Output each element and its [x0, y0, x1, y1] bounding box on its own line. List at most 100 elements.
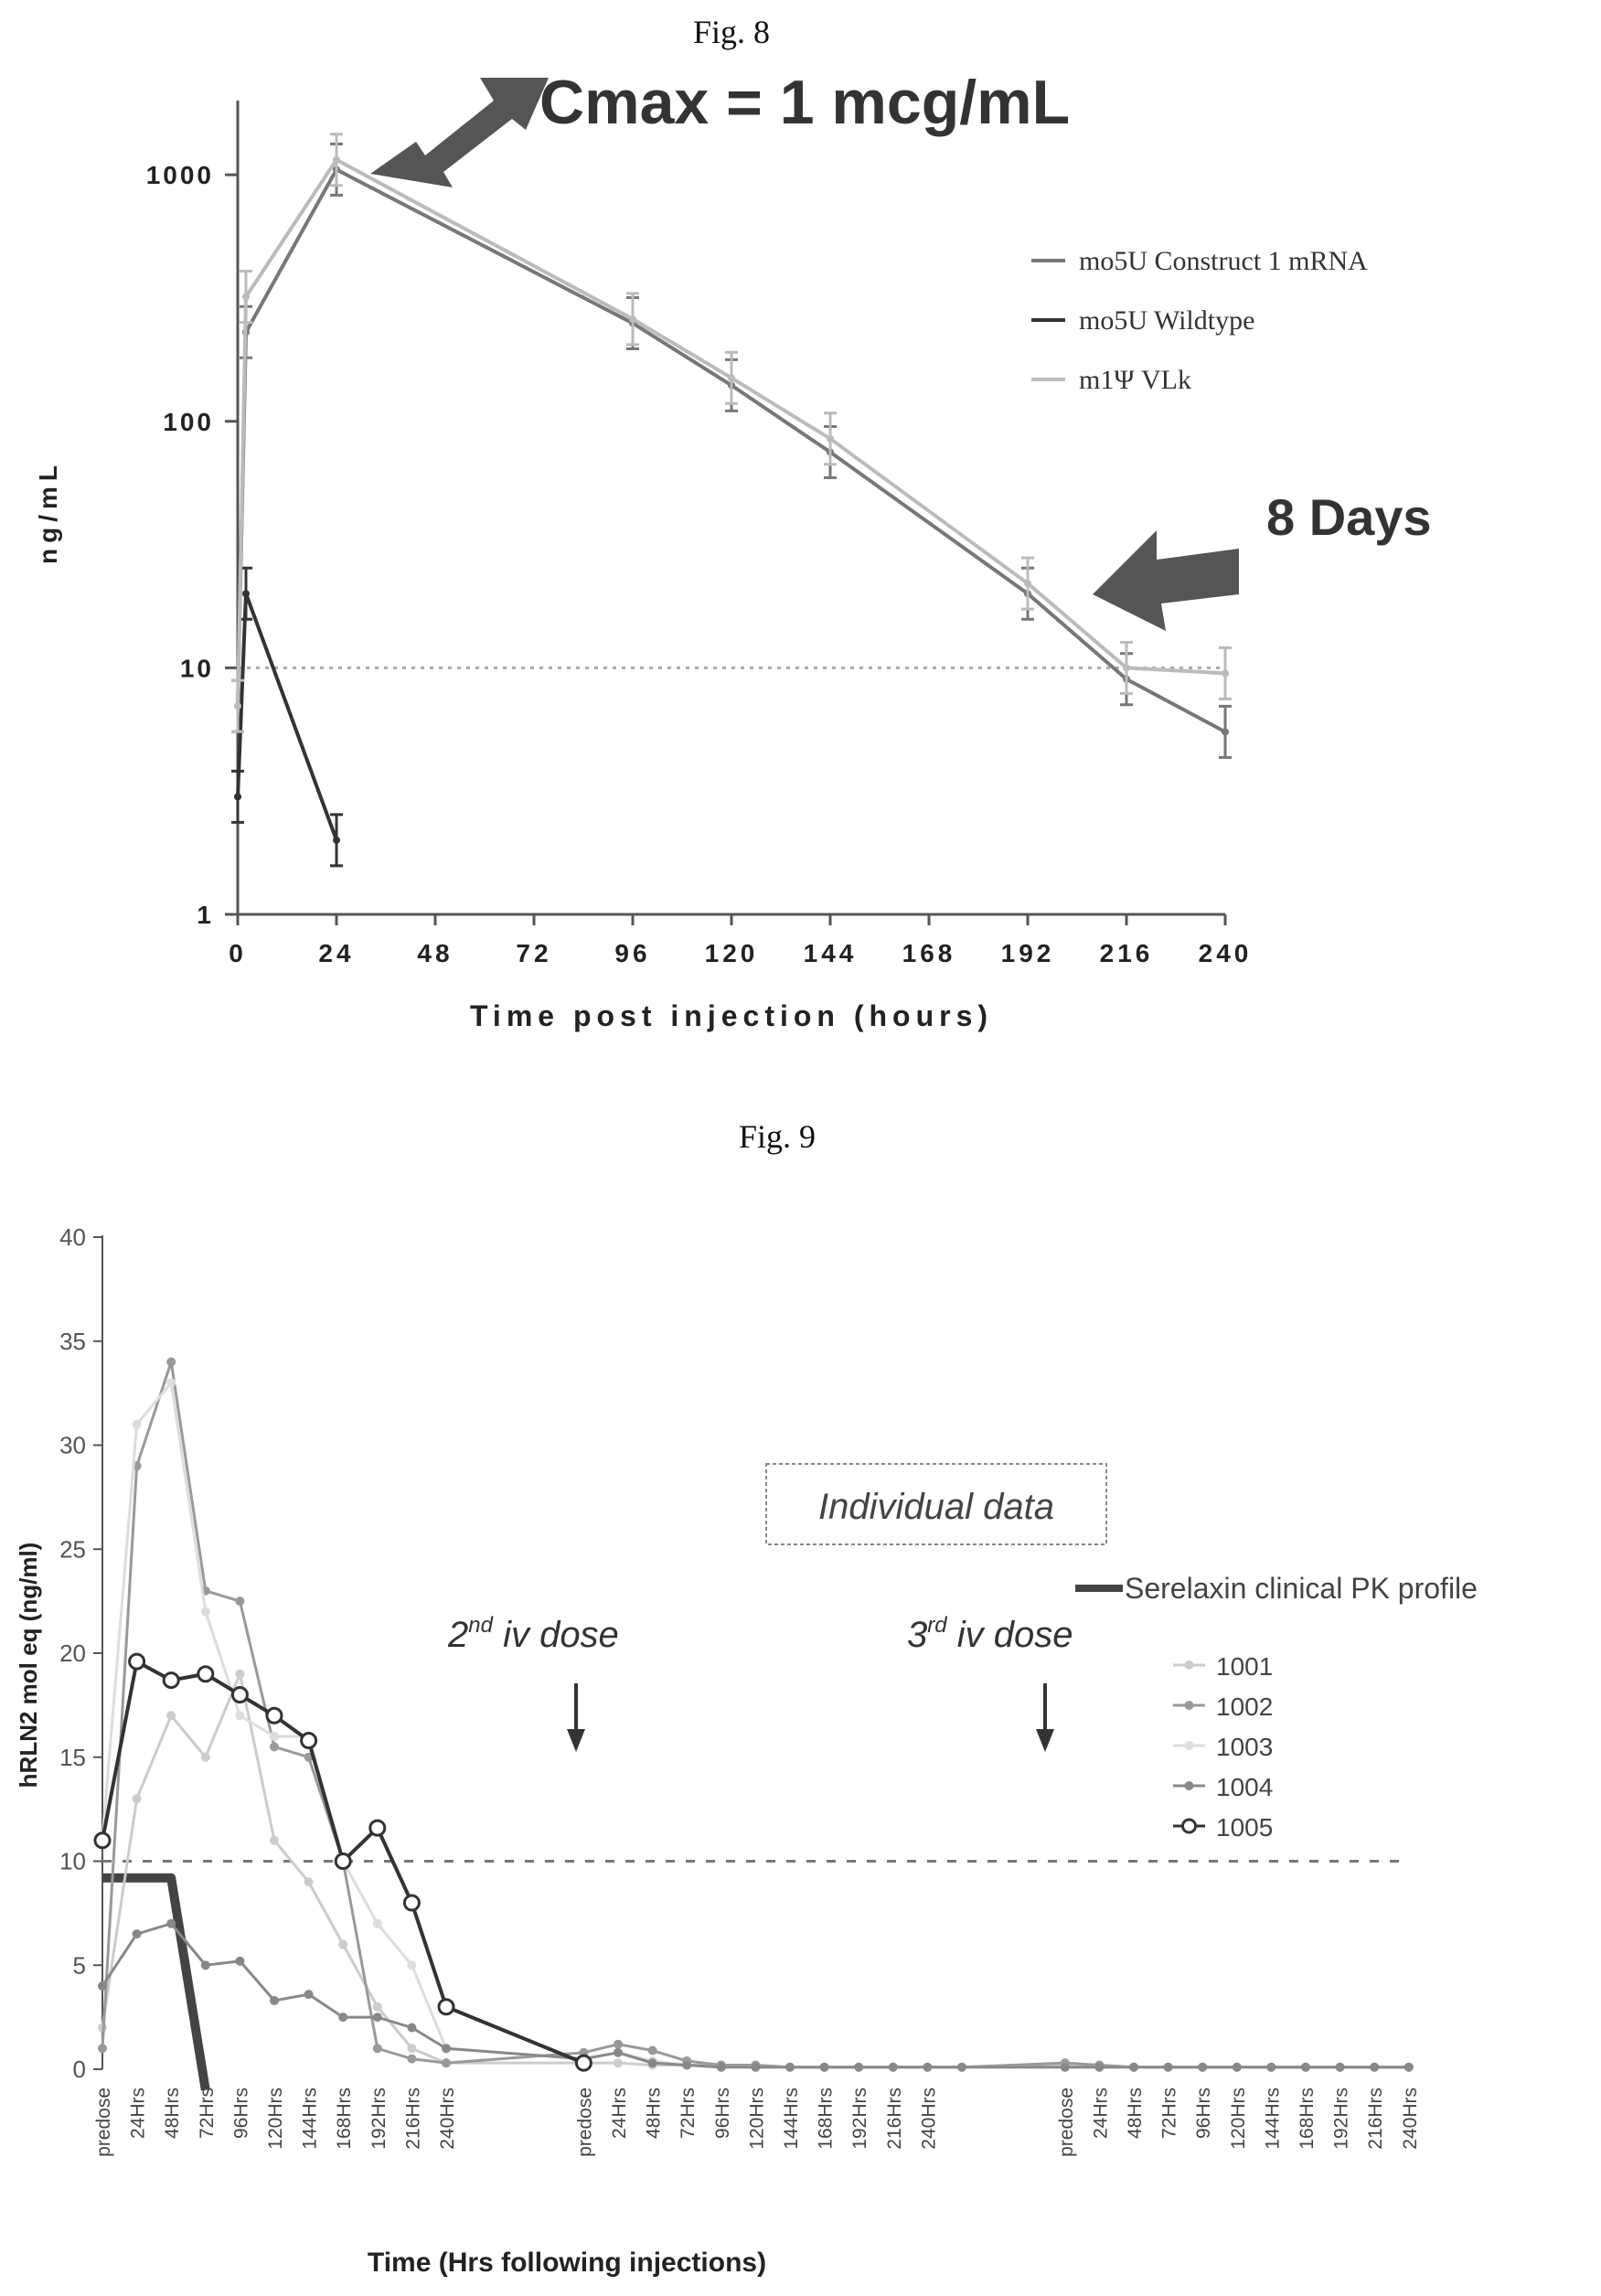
fig9-data-point: [407, 2044, 417, 2054]
fig9-series-line: [101, 1922, 1409, 2069]
fig9-x-tick-label: 240Hrs: [437, 2088, 458, 2150]
fig9-y-axis-label: hRLN2 mol eq (ng/ml): [15, 1543, 42, 1789]
fig9-data-point: [819, 2062, 829, 2072]
fig9-data-point: [1335, 2062, 1345, 2072]
fig9-legend-label: 1002: [1216, 1693, 1273, 1721]
fig9-data-point: [442, 2044, 451, 2054]
fig9-data-point: [200, 1607, 210, 1617]
fig9-data-point: [338, 2013, 348, 2023]
fig8-data-point: [1123, 664, 1130, 672]
fig9-x-tick-label: 216Hrs: [1365, 2088, 1386, 2150]
fig9-data-point: [132, 1794, 142, 1804]
fig8-x-tick-label: 144: [804, 939, 858, 967]
fig9-x-tick-label: 96Hrs: [230, 2088, 251, 2139]
fig8-cmax-arrow: [370, 78, 549, 187]
fig9-data-point: [200, 1960, 210, 1970]
fig8-data-point: [234, 702, 241, 710]
fig9-data-point: [372, 2013, 382, 2023]
fig9-x-axis-label: Time (Hrs following injections): [368, 2248, 766, 2278]
fig9-x-tick-label: 72Hrs: [1159, 2088, 1180, 2139]
fig9-x-tick-label: 72Hrs: [678, 2088, 699, 2139]
fig9-y-tick-label: 20: [59, 1639, 86, 1667]
fig9-data-point: [98, 2044, 107, 2054]
fig9-data-point: [270, 1732, 279, 1741]
fig9-data-point: [304, 1877, 314, 1887]
fig9-data-point: [1094, 2062, 1105, 2072]
fig8-x-tick-label: 48: [417, 939, 453, 967]
fig8-y-tick-label: 100: [163, 408, 214, 436]
fig9-y-tick-label: 15: [59, 1744, 86, 1771]
fig8-x-tick-label: 0: [229, 939, 247, 967]
fig9-data-point: [230, 1686, 249, 1703]
fig9-x-tick-label: 240Hrs: [1400, 2088, 1421, 2150]
fig9-data-point: [574, 2054, 592, 2072]
fig9-data-point: [235, 1597, 245, 1607]
fig9-data-point: [1163, 2062, 1173, 2072]
fig9-series-line: [102, 1873, 210, 2091]
fig9-x-tick-label: 24Hrs: [1090, 2088, 1111, 2139]
fig9-x-tick-label: 120Hrs: [746, 2088, 767, 2150]
fig8-y-axis-label: ng/mL: [34, 460, 62, 564]
fig8-legend-label: m1Ψ VLk: [1079, 365, 1191, 395]
fig8-data-point: [333, 836, 340, 844]
fig9-data-point: [200, 1752, 210, 1762]
fig9-data-point: [166, 1357, 176, 1367]
fig9-data-point: [716, 2062, 726, 2072]
fig9-legend-marker: [1184, 1661, 1194, 1670]
fig9-x-tick-label: 48Hrs: [162, 2088, 183, 2139]
fig9-legend-marker: [1184, 1741, 1194, 1750]
fig8-x-tick-label: 24: [318, 939, 354, 967]
fig9-x-tick-label: 168Hrs: [334, 2088, 355, 2150]
fig9-data-point: [162, 1671, 180, 1690]
fig8-x-tick-label: 120: [705, 939, 759, 967]
fig9-x-tick-label: 192Hrs: [1331, 2088, 1352, 2150]
fig9-data-point: [888, 2062, 898, 2072]
fig9-x-tick-label: 24Hrs: [609, 2088, 630, 2139]
fig9-series-line: [101, 1361, 1409, 2069]
fig9-legend-label: 1005: [1216, 1813, 1273, 1842]
fig8-data-point: [234, 793, 241, 801]
fig8-data-point: [629, 315, 636, 323]
fig8-x-tick-label: 240: [1199, 939, 1253, 967]
fig8-y-tick-label: 1000: [146, 161, 214, 189]
fig9-data-point: [270, 1835, 279, 1845]
fig9-y-tick-label: 25: [59, 1535, 86, 1563]
fig9-series-line: [101, 1381, 1409, 2069]
fig9-data-point: [923, 2062, 933, 2072]
fig9-data-point: [132, 1929, 142, 1939]
fig9-legend-marker: [1184, 1781, 1194, 1790]
fig9-data-point: [647, 2045, 657, 2056]
fig8-legend-label: mo5U Wildtype: [1079, 305, 1254, 336]
fig8-y-tick-label: 10: [180, 654, 214, 682]
fig9-data-point: [614, 2047, 623, 2057]
fig9-data-point: [1266, 2062, 1276, 2072]
fig9-data-point: [647, 2058, 657, 2068]
fig9-legend-label: Serelaxin clinical PK profile: [1125, 1572, 1478, 1605]
fig9-data-point: [372, 2002, 382, 2012]
fig9-x-tick-label: 144Hrs: [1262, 2088, 1283, 2150]
fig9-data-point: [372, 1918, 382, 1928]
fig9-x-tick-label: 24Hrs: [128, 2088, 149, 2139]
fig8-label: Fig. 8: [693, 14, 771, 50]
fig9-data-point: [785, 2062, 795, 2072]
fig8-days-arrow: [1093, 530, 1239, 631]
fig8-y-tick-label: 1: [197, 901, 214, 929]
fig9-data-point: [614, 2058, 623, 2068]
fig8-data-point: [242, 590, 250, 598]
fig9-data-point: [407, 2023, 417, 2033]
fig9-data-point: [98, 1981, 107, 1991]
fig8-legend: mo5U Construct 1 mRNA mo5U Wildtype m1Ψ VL…: [1031, 246, 1368, 395]
fig8-legend-label: mo5U Construct 1 mRNA: [1079, 246, 1368, 276]
fig9-x-tick-label: 96Hrs: [1193, 2088, 1214, 2139]
fig8-data-point: [827, 434, 834, 443]
fig9-y-tick-label: 5: [73, 1951, 86, 1979]
fig9-legend-label: 1003: [1216, 1733, 1273, 1761]
fig9-x-tick-label: 216Hrs: [402, 2088, 423, 2150]
fig9-x-tick-label: 168Hrs: [1297, 2088, 1318, 2150]
fig9-label: Fig. 9: [739, 1118, 817, 1155]
fig9-y-tick-label: 40: [59, 1223, 86, 1251]
fig9-data-point: [166, 1378, 176, 1388]
fig9-x-tick-label: 216Hrs: [884, 2088, 905, 2150]
fig9-data-point: [270, 1995, 279, 2005]
fig9-data-point: [682, 2060, 692, 2070]
